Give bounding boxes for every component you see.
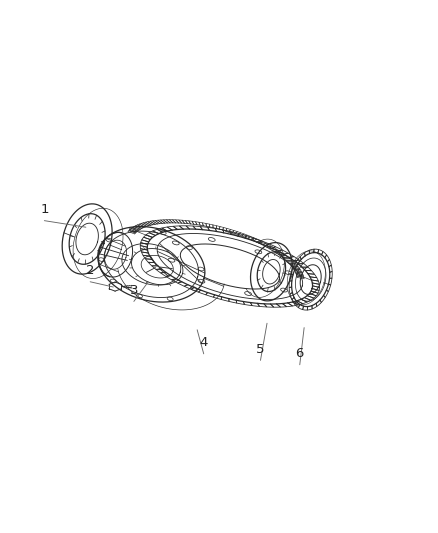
Text: 3: 3: [130, 284, 138, 297]
Text: 4: 4: [200, 336, 208, 350]
Text: 5: 5: [256, 343, 265, 356]
Text: 2: 2: [86, 264, 95, 277]
Text: 6: 6: [296, 348, 304, 360]
Text: 1: 1: [40, 203, 49, 216]
